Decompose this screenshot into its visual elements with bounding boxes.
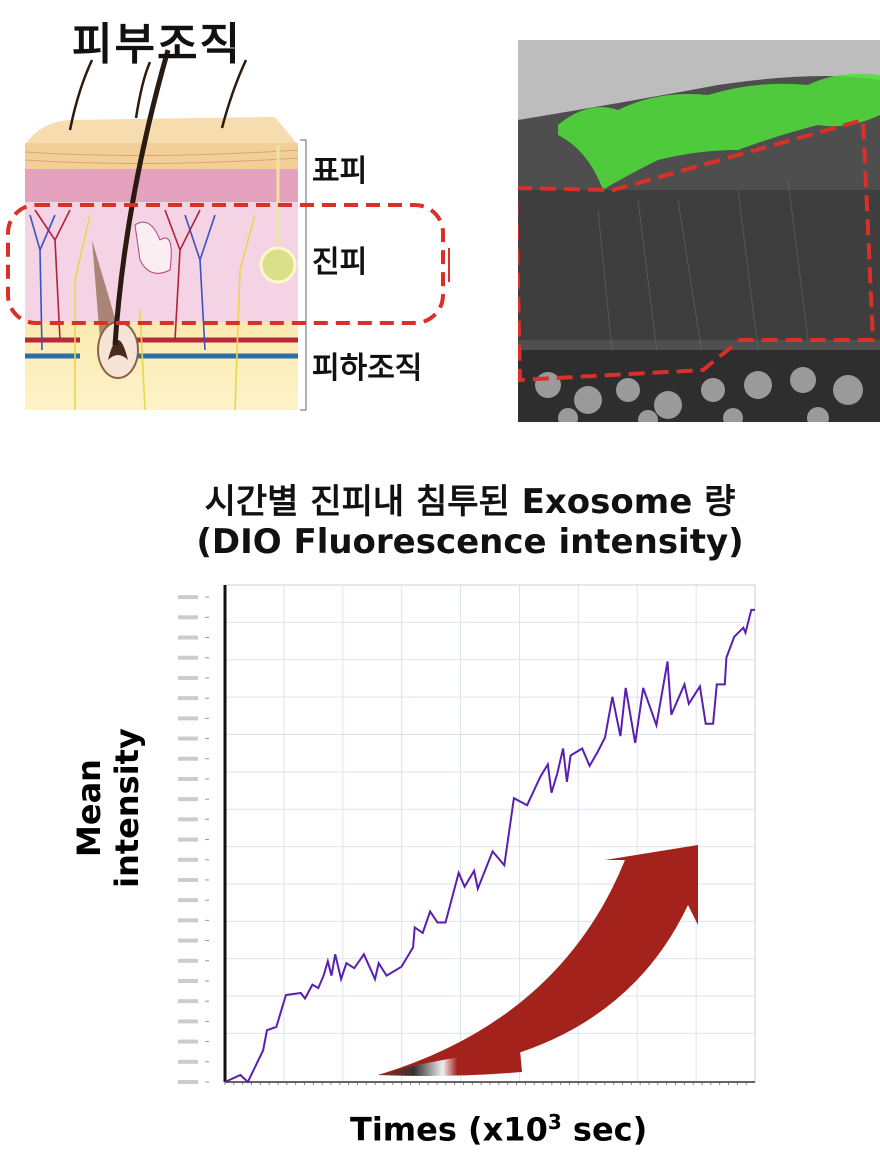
y-tick-label-blurred [178, 898, 198, 903]
y-tick-label-blurred [178, 655, 198, 660]
y-tick-label-blurred [178, 1039, 198, 1044]
y-tick-label-blurred [178, 857, 198, 862]
chart-title: 시간별 진피내 침투된 Exosome 량 [204, 482, 736, 522]
y-tick-label-blurred [178, 877, 198, 882]
y-tick-label-blurred [178, 696, 198, 701]
y-tick-label-blurred [178, 716, 198, 721]
skin-diagram [6, 49, 450, 411]
growth-arrow-tail [378, 1050, 522, 1076]
y-tick-label-blurred [178, 615, 198, 620]
y-tick-label-blurred [178, 978, 198, 983]
series-line [224, 608, 755, 1084]
y-tick-label-blurred [178, 756, 198, 761]
y-tick-label-blurred [178, 837, 198, 842]
y-tick-label-blurred [178, 675, 198, 680]
y-tick-label-blurred [178, 918, 198, 923]
chart-subtitle: (DIO Fluorescence intensity) [196, 522, 744, 562]
right-arrow-icon [448, 248, 450, 282]
x-axis-label-suffix: sec) [561, 1110, 648, 1149]
fluorescence-micrograph [518, 40, 880, 422]
y-tick-label-blurred [178, 736, 198, 741]
y-tick-label-blurred [178, 817, 198, 822]
y-tick-label-blurred [178, 1080, 198, 1084]
growth-arrow-icon [378, 845, 698, 1075]
x-axis-label: Times (x103 sec) [350, 1110, 647, 1149]
x-axis-label-exponent: 3 [547, 1110, 562, 1134]
y-tick-label-blurred [178, 958, 198, 963]
label-epidermis: 표피 [312, 154, 368, 189]
label-subcutaneous: 피하조직 [312, 351, 423, 386]
y-tick-label-blurred [178, 595, 198, 600]
skin-tissue-title: 피부조직 [72, 19, 242, 70]
y-tick-label-blurred [178, 635, 198, 640]
y-tick-label-blurred [178, 938, 198, 943]
dermis-highlight-box [6, 203, 445, 325]
label-dermis: 진피 [312, 245, 368, 280]
y-tick-label-blurred [178, 776, 198, 781]
x-axis-label-text: Times (x10 [350, 1110, 548, 1149]
y-tick-label-blurred [178, 1019, 198, 1024]
y-tick-label-blurred [178, 797, 198, 802]
y-tick-label-blurred [178, 1059, 198, 1064]
y-tick-label-blurred [178, 999, 198, 1004]
